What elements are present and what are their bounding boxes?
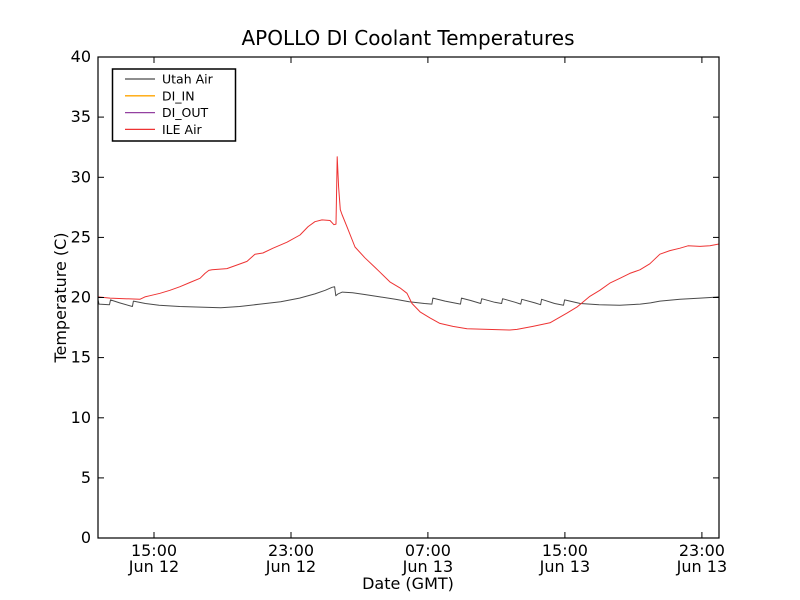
y-tick-label: 20: [71, 288, 91, 307]
x-tick-time-label: 15:00: [542, 541, 588, 560]
y-tick-label: 10: [71, 408, 91, 427]
legend-label-di-out: DI_OUT: [162, 105, 209, 120]
y-tick-label: 35: [71, 107, 91, 126]
y-tick-labels: 0 5 10 15 20 25 30 35 40: [71, 47, 91, 547]
y-tick-label: 0: [81, 528, 91, 547]
x-tick-time-label: 07:00: [405, 541, 451, 560]
y-tick-label: 5: [81, 468, 91, 487]
series-lines: [97, 156, 720, 331]
x-tick-date-label: Jun 13: [676, 557, 727, 576]
axis-ticks: [98, 56, 719, 539]
legend-label-utah-air: Utah Air: [162, 72, 214, 87]
x-axis-label: Date (GMT): [362, 574, 454, 593]
y-tick-label: 30: [71, 167, 91, 186]
x-tick-time-label: 23:00: [679, 541, 725, 560]
y-axis-label: Temperature (C): [51, 232, 70, 363]
y-tick-label: 15: [71, 348, 91, 367]
x-tick-date-label: Jun 13: [539, 557, 590, 576]
x-tick-time-label: 15:00: [131, 541, 177, 560]
x-tick-date-label: Jun 13: [402, 557, 453, 576]
chart-title: APOLLO DI Coolant Temperatures: [241, 26, 574, 50]
series-line-utah-air: [97, 286, 720, 309]
legend-label-ile-air: ILE Air: [162, 122, 203, 137]
y-tick-label: 40: [71, 47, 91, 66]
x-tick-date-label: Jun 12: [128, 557, 179, 576]
axes-frame: [97, 56, 720, 539]
x-tick-time-label: 23:00: [268, 541, 314, 560]
y-tick-label: 25: [71, 227, 91, 246]
legend-label-di-in: DI_IN: [162, 88, 195, 103]
x-tick-date-label: Jun 12: [265, 557, 316, 576]
series-line-ile-air: [97, 156, 720, 331]
